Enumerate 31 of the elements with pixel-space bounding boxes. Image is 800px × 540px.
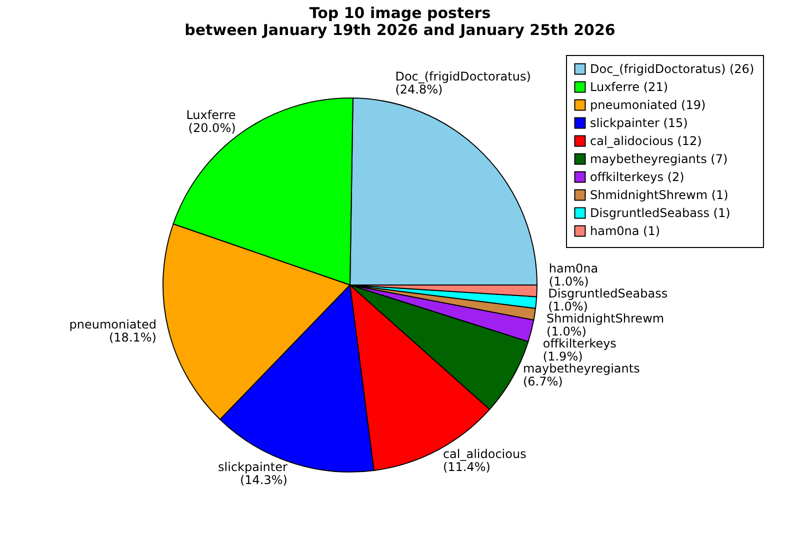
text: slickpainter — [218, 460, 288, 474]
data-label: (18.1%) — [108, 330, 156, 344]
legend-label: ham0na (1) — [590, 224, 660, 238]
text: Luxferre — [186, 108, 236, 122]
legend-label: ShmidnightShrewm (1) — [590, 188, 728, 202]
text: maybetheyregiants — [522, 362, 640, 376]
data-label: (20.0%) — [188, 121, 236, 136]
text: pneumoniated — [69, 317, 156, 332]
data-label: (14.3%) — [240, 472, 288, 487]
data-label: (1.0%) — [548, 300, 588, 314]
data-label: (24.8%) — [395, 82, 443, 97]
data-label: (1.0%) — [546, 324, 586, 339]
data-label: (11.4%) — [442, 460, 490, 474]
text: DisgruntledSeabass — [548, 286, 668, 301]
legend-label: offkilterkeys (2) — [590, 170, 684, 184]
data-label: (1.9%) — [542, 350, 583, 364]
text: Doc_(frigidDoctoratus) — [395, 70, 531, 84]
data-label: (1.0%) — [548, 274, 589, 289]
chart-title: Top 10 image posters between January 19th 2026 and January 25th 2026 — [184, 4, 616, 39]
text: ShmidnightShrewm — [546, 312, 664, 326]
legend-label: maybetheyregiants (7) — [590, 152, 728, 166]
text: offkilterkeys — [542, 336, 616, 351]
legend-label: slickpainter (15) — [590, 116, 688, 130]
legend-label: cal_alidocious (12) — [590, 134, 702, 148]
text: cal_alidocious — [442, 446, 526, 461]
data-label: (6.7%) — [522, 374, 563, 389]
legend-label: DisgruntledSeabass (1) — [590, 206, 730, 220]
legend-label: pneumoniated (19) — [590, 98, 706, 112]
text: ham0na — [548, 262, 598, 276]
legend-label: Luxferre (21) — [590, 80, 668, 94]
legend-label: Doc_(frigidDoctoratus) (26) — [590, 62, 754, 76]
